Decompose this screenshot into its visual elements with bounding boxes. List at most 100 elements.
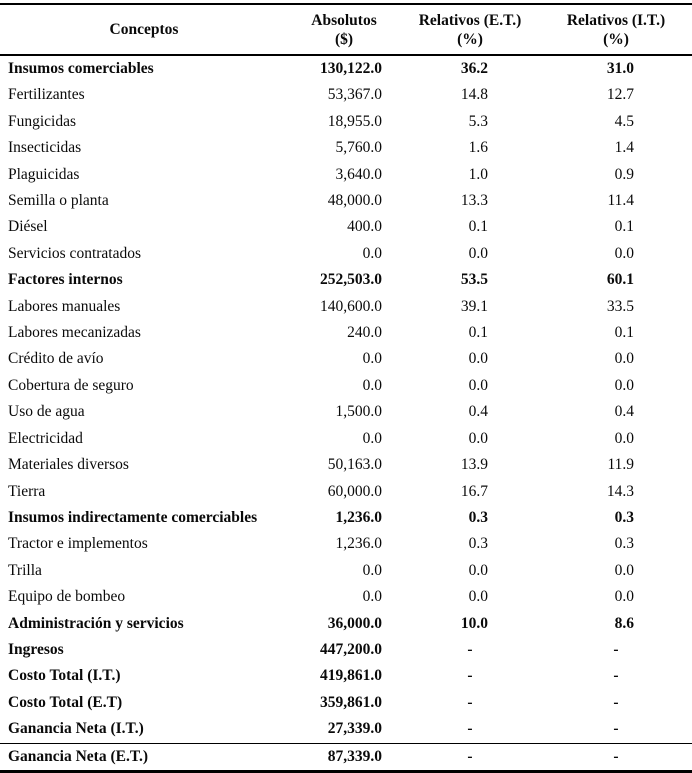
row-label: Cobertura de seguro bbox=[8, 376, 134, 394]
relativos-it-value: 0.1 bbox=[614, 218, 634, 236]
relativos-et-value: - bbox=[467, 720, 473, 738]
table-body: Insumos comerciables 130,122.0 36.2 31.0 Fer… bbox=[0, 55, 692, 772]
table-row: Ingresos 447,200.0 - - bbox=[0, 637, 692, 663]
relativos-it-value: 31.0 bbox=[606, 60, 634, 77]
absolutos-value: 447,200.0 bbox=[320, 640, 382, 658]
table-row: Tierra 60,000.0 16.7 14.3 bbox=[0, 479, 692, 505]
relativos-it-value: 14.3 bbox=[606, 482, 634, 500]
table-header: Conceptos Absolutos ($) Relativos (E.T.)… bbox=[0, 4, 692, 56]
header-relativos-it-label: Relativos (I.T.) bbox=[566, 11, 666, 29]
table-row: Insumos comerciables 130,122.0 36.2 31.0 bbox=[0, 55, 692, 82]
table-row: Plaguicidas 3,640.0 1.0 0.9 bbox=[0, 162, 692, 188]
absolutos-value: 3,640.0 bbox=[335, 165, 383, 183]
relativos-it-value: 60.1 bbox=[606, 271, 634, 289]
header-relativos-it-unit: (%) bbox=[603, 30, 629, 48]
absolutos-value: 419,861.0 bbox=[320, 667, 382, 685]
header-relativos-it: Relativos (I.T.) (%) bbox=[540, 4, 692, 56]
row-label: Uso de agua bbox=[8, 403, 85, 421]
absolutos-value: 36,000.0 bbox=[327, 614, 382, 632]
relativos-et-value: 16.7 bbox=[460, 482, 488, 500]
row-label: Electricidad bbox=[8, 429, 83, 447]
relativos-et-value: 0.3 bbox=[468, 508, 488, 526]
relativos-et-value: 10.0 bbox=[460, 614, 488, 632]
relativos-it-value: - bbox=[613, 667, 619, 685]
row-label: Insecticidas bbox=[8, 139, 82, 157]
absolutos-value: 0.0 bbox=[362, 588, 382, 606]
relativos-it-value: 11.9 bbox=[607, 456, 634, 474]
absolutos-value: 1,500.0 bbox=[335, 403, 383, 421]
absolutos-value: 27,339.0 bbox=[327, 720, 382, 738]
costs-table-container: Conceptos Absolutos ($) Relativos (E.T.)… bbox=[0, 3, 692, 773]
table-row: Uso de agua 1,500.0 0.4 0.4 bbox=[0, 399, 692, 425]
relativos-it-value: - bbox=[613, 693, 619, 711]
table-row: Insecticidas 5,760.0 1.6 1.4 bbox=[0, 135, 692, 161]
relativos-et-value: - bbox=[400, 742, 540, 772]
table-row: Materiales diversos 50,163.0 13.9 11.9 bbox=[0, 452, 692, 478]
costs-table: Conceptos Absolutos ($) Relativos (E.T.)… bbox=[0, 3, 692, 773]
row-label: Semilla o planta bbox=[8, 192, 109, 210]
table-row: Costo Total (I.T.) 419,861.0 - - bbox=[0, 663, 692, 689]
row-label: Factores internos bbox=[8, 271, 123, 289]
absolutos-value: 50,163.0 bbox=[327, 456, 382, 474]
relativos-it-value: - bbox=[613, 720, 619, 738]
table-row: Ganancia Neta (I.T.) 27,339.0 - - bbox=[0, 716, 692, 743]
table-row: Fungicidas 18,955.0 5.3 4.5 bbox=[0, 109, 692, 135]
table-row: Costo Total (E.T) 359,861.0 - - bbox=[0, 690, 692, 716]
absolutos-value: 0.0 bbox=[362, 244, 382, 262]
relativos-it-value: 8.6 bbox=[614, 614, 634, 632]
relativos-et-value: 1.0 bbox=[468, 165, 488, 183]
relativos-et-value: 0.0 bbox=[468, 429, 488, 447]
relativos-it-value: 0.4 bbox=[614, 403, 634, 421]
relativos-et-value: 39.1 bbox=[460, 297, 488, 315]
row-label: Diésel bbox=[8, 218, 48, 236]
absolutos-value: 240.0 bbox=[347, 324, 382, 342]
relativos-it-value: 0.0 bbox=[614, 244, 634, 262]
header-absolutos-unit: ($) bbox=[334, 30, 354, 48]
absolutos-value: 1,236.0 bbox=[335, 508, 383, 526]
row-label: Fertilizantes bbox=[8, 86, 85, 104]
relativos-et-value: 0.0 bbox=[468, 588, 488, 606]
absolutos-value: 60,000.0 bbox=[327, 482, 382, 500]
relativos-et-value: 0.0 bbox=[468, 561, 488, 579]
relativos-it-value: 0.1 bbox=[614, 324, 634, 342]
absolutos-value: 252,503.0 bbox=[320, 271, 382, 289]
relativos-et-value: 0.1 bbox=[468, 324, 488, 342]
row-label: Materiales diversos bbox=[8, 456, 129, 474]
absolutos-value: 0.0 bbox=[362, 429, 382, 447]
absolutos-value: 1,236.0 bbox=[335, 535, 383, 553]
relativos-et-value: 0.0 bbox=[468, 244, 488, 262]
row-label: Ingresos bbox=[8, 640, 64, 658]
header-absolutos: Absolutos ($) bbox=[288, 4, 400, 56]
row-label: Administración y servicios bbox=[8, 614, 184, 632]
relativos-it-value: 0.0 bbox=[614, 376, 634, 394]
header-conceptos: Conceptos bbox=[0, 4, 288, 56]
absolutos-value: 140,600.0 bbox=[320, 297, 382, 315]
absolutos-value: 0.0 bbox=[362, 350, 382, 368]
row-label: Costo Total (E.T) bbox=[8, 693, 123, 711]
table-row: Equipo de bombeo 0.0 0.0 0.0 bbox=[0, 584, 692, 610]
relativos-it-value: 0.9 bbox=[614, 165, 634, 183]
relativos-et-value: - bbox=[467, 640, 473, 658]
absolutos-value: 0.0 bbox=[362, 561, 382, 579]
table-row: Crédito de avío 0.0 0.0 0.0 bbox=[0, 346, 692, 372]
row-label: Tierra bbox=[8, 482, 46, 500]
header-row: Conceptos Absolutos ($) Relativos (E.T.)… bbox=[0, 4, 692, 56]
table-row: Trilla 0.0 0.0 0.0 bbox=[0, 558, 692, 584]
relativos-et-value: - bbox=[467, 667, 473, 685]
relativos-it-value: 0.3 bbox=[614, 535, 634, 553]
absolutos-value: 0.0 bbox=[362, 376, 382, 394]
relativos-it-value: - bbox=[540, 742, 692, 772]
absolutos-value: 5,760.0 bbox=[335, 139, 383, 157]
row-label: Ganancia Neta (E.T.) bbox=[0, 742, 288, 772]
relativos-et-value: 5.3 bbox=[468, 112, 488, 130]
absolutos-value: 87,339.0 bbox=[288, 742, 400, 772]
table-row: Administración y servicios 36,000.0 10.0 8.… bbox=[0, 611, 692, 637]
relativos-it-value: - bbox=[613, 640, 619, 658]
relativos-it-value: 0.0 bbox=[614, 588, 634, 606]
relativos-it-value: 1.4 bbox=[614, 139, 634, 157]
table-row: Insumos indirectamente comerciables 1,236… bbox=[0, 505, 692, 531]
header-absolutos-label: Absolutos bbox=[311, 11, 377, 29]
row-label: Tractor e implementos bbox=[8, 535, 148, 553]
row-label: Insumos indirectamente comerciables bbox=[8, 508, 258, 526]
relativos-it-value: 0.3 bbox=[614, 508, 634, 526]
